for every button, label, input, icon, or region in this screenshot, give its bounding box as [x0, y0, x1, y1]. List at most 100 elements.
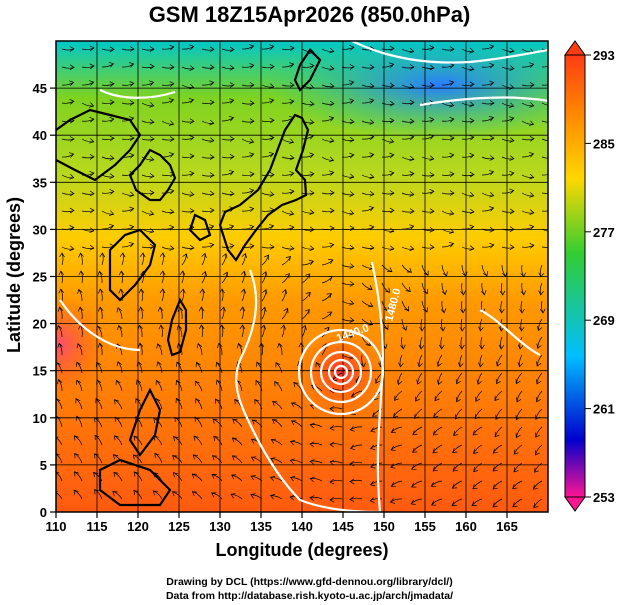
streamline-arrow	[309, 459, 315, 465]
streamline-arrow	[249, 188, 255, 194]
streamline-arrow	[409, 245, 415, 252]
streamline-arrow	[349, 317, 355, 323]
streamline-arrow	[457, 362, 464, 368]
streamline-arrow	[475, 396, 481, 402]
streamline-arrow	[57, 342, 63, 348]
streamline-arrow	[95, 398, 101, 404]
streamline-arrow	[349, 173, 355, 180]
streamline-arrow	[350, 392, 357, 398]
streamline-arrow	[449, 80, 455, 86]
streamline-arrow	[410, 499, 416, 505]
streamline-arrow	[360, 362, 366, 368]
streamline-arrow	[211, 474, 217, 479]
streamline-arrow	[495, 378, 501, 385]
streamline	[541, 48, 548, 51]
streamline-arrow	[549, 207, 553, 212]
streamline-arrow	[75, 361, 81, 367]
streamline-arrow	[533, 503, 539, 509]
streamline-arrow	[509, 137, 515, 143]
streamline-arrow	[272, 400, 278, 407]
streamline-arrow	[417, 362, 423, 368]
streamline-arrow	[219, 288, 225, 294]
streamline-arrow	[169, 188, 175, 195]
streamline-arrow	[390, 428, 397, 434]
streamline-arrow	[209, 172, 215, 178]
streamline-arrow	[509, 102, 515, 108]
streamline-arrow	[115, 379, 121, 386]
streamline-arrow	[308, 259, 315, 266]
streamline-arrow	[472, 430, 478, 436]
streamline-arrow	[400, 344, 406, 350]
streamline-arrow	[189, 191, 195, 197]
x-tick-label: 130	[209, 519, 231, 534]
streamline-arrow	[113, 471, 119, 477]
streamline-arrow	[349, 152, 355, 159]
streamline-arrow	[149, 102, 155, 108]
streamline-arrow	[114, 399, 120, 405]
streamline-arrow	[89, 45, 95, 52]
streamline-arrow	[534, 467, 540, 473]
streamline-arrow	[209, 190, 215, 197]
streamline-arrow	[440, 308, 447, 314]
streamline-arrow	[369, 64, 375, 71]
streamline-arrow	[241, 252, 247, 259]
streamline-arrow	[518, 326, 525, 332]
streamline-arrow	[191, 491, 198, 497]
colorbar-label: 285	[593, 136, 615, 151]
streamline-arrow	[69, 136, 75, 142]
y-tick-label: 40	[33, 128, 47, 143]
streamline-arrow	[215, 361, 221, 368]
streamline-arrow	[209, 207, 215, 214]
streamline-arrow	[249, 100, 255, 106]
streamline-arrow	[329, 425, 335, 431]
streamline-arrow	[375, 378, 381, 384]
streamline	[56, 437, 63, 446]
streamline-arrow	[189, 65, 195, 71]
streamline-arrow	[448, 228, 455, 234]
streamline-arrow	[89, 207, 95, 214]
streamline-arrow	[222, 253, 228, 259]
streamline-arrow	[549, 102, 553, 107]
streamline-arrow	[149, 80, 155, 86]
colorbar-label: 277	[593, 225, 615, 240]
streamline-arrow	[369, 173, 375, 180]
streamline-arrow	[75, 398, 81, 404]
streamline-arrow	[239, 324, 246, 330]
streamline-arrow	[189, 118, 195, 125]
streamline-arrow	[349, 478, 355, 485]
colorbar-ramp	[564, 54, 586, 498]
streamline-arrow	[419, 326, 425, 332]
streamline-arrow	[369, 191, 375, 197]
streamline-arrow	[309, 209, 315, 216]
streamline-arrow	[349, 64, 355, 70]
streamline-arrow	[56, 471, 60, 474]
streamline-arrow	[329, 47, 335, 54]
streamline-arrow	[496, 361, 502, 367]
streamline-arrow	[59, 252, 65, 258]
streamline-arrow	[172, 455, 178, 461]
streamline-arrow	[230, 493, 236, 499]
streamline-arrow	[309, 171, 315, 177]
streamline-arrow	[389, 62, 395, 68]
streamline-arrow	[384, 287, 390, 294]
streamline-arrow	[209, 99, 215, 106]
streamline-arrow	[129, 135, 135, 142]
streamline-arrow	[349, 281, 355, 287]
streamline-arrow	[436, 379, 443, 386]
streamline-arrow	[449, 102, 455, 108]
streamline-arrow	[322, 343, 328, 349]
streamline-arrow	[429, 227, 435, 233]
streamline-arrow	[169, 136, 175, 142]
colorbar-label: 253	[593, 490, 615, 505]
streamline-arrow	[409, 47, 415, 54]
streamline-arrow	[448, 241, 455, 248]
streamline-arrow	[289, 62, 295, 68]
streamline-arrow	[249, 152, 255, 158]
streamline-arrow	[149, 136, 155, 142]
streamline-arrow	[459, 326, 465, 332]
streamline-arrow	[268, 151, 275, 158]
streamline-arrow	[515, 432, 521, 439]
streamline-arrow	[97, 306, 104, 312]
streamline-arrow	[429, 45, 435, 51]
streamline-arrow	[198, 324, 205, 330]
